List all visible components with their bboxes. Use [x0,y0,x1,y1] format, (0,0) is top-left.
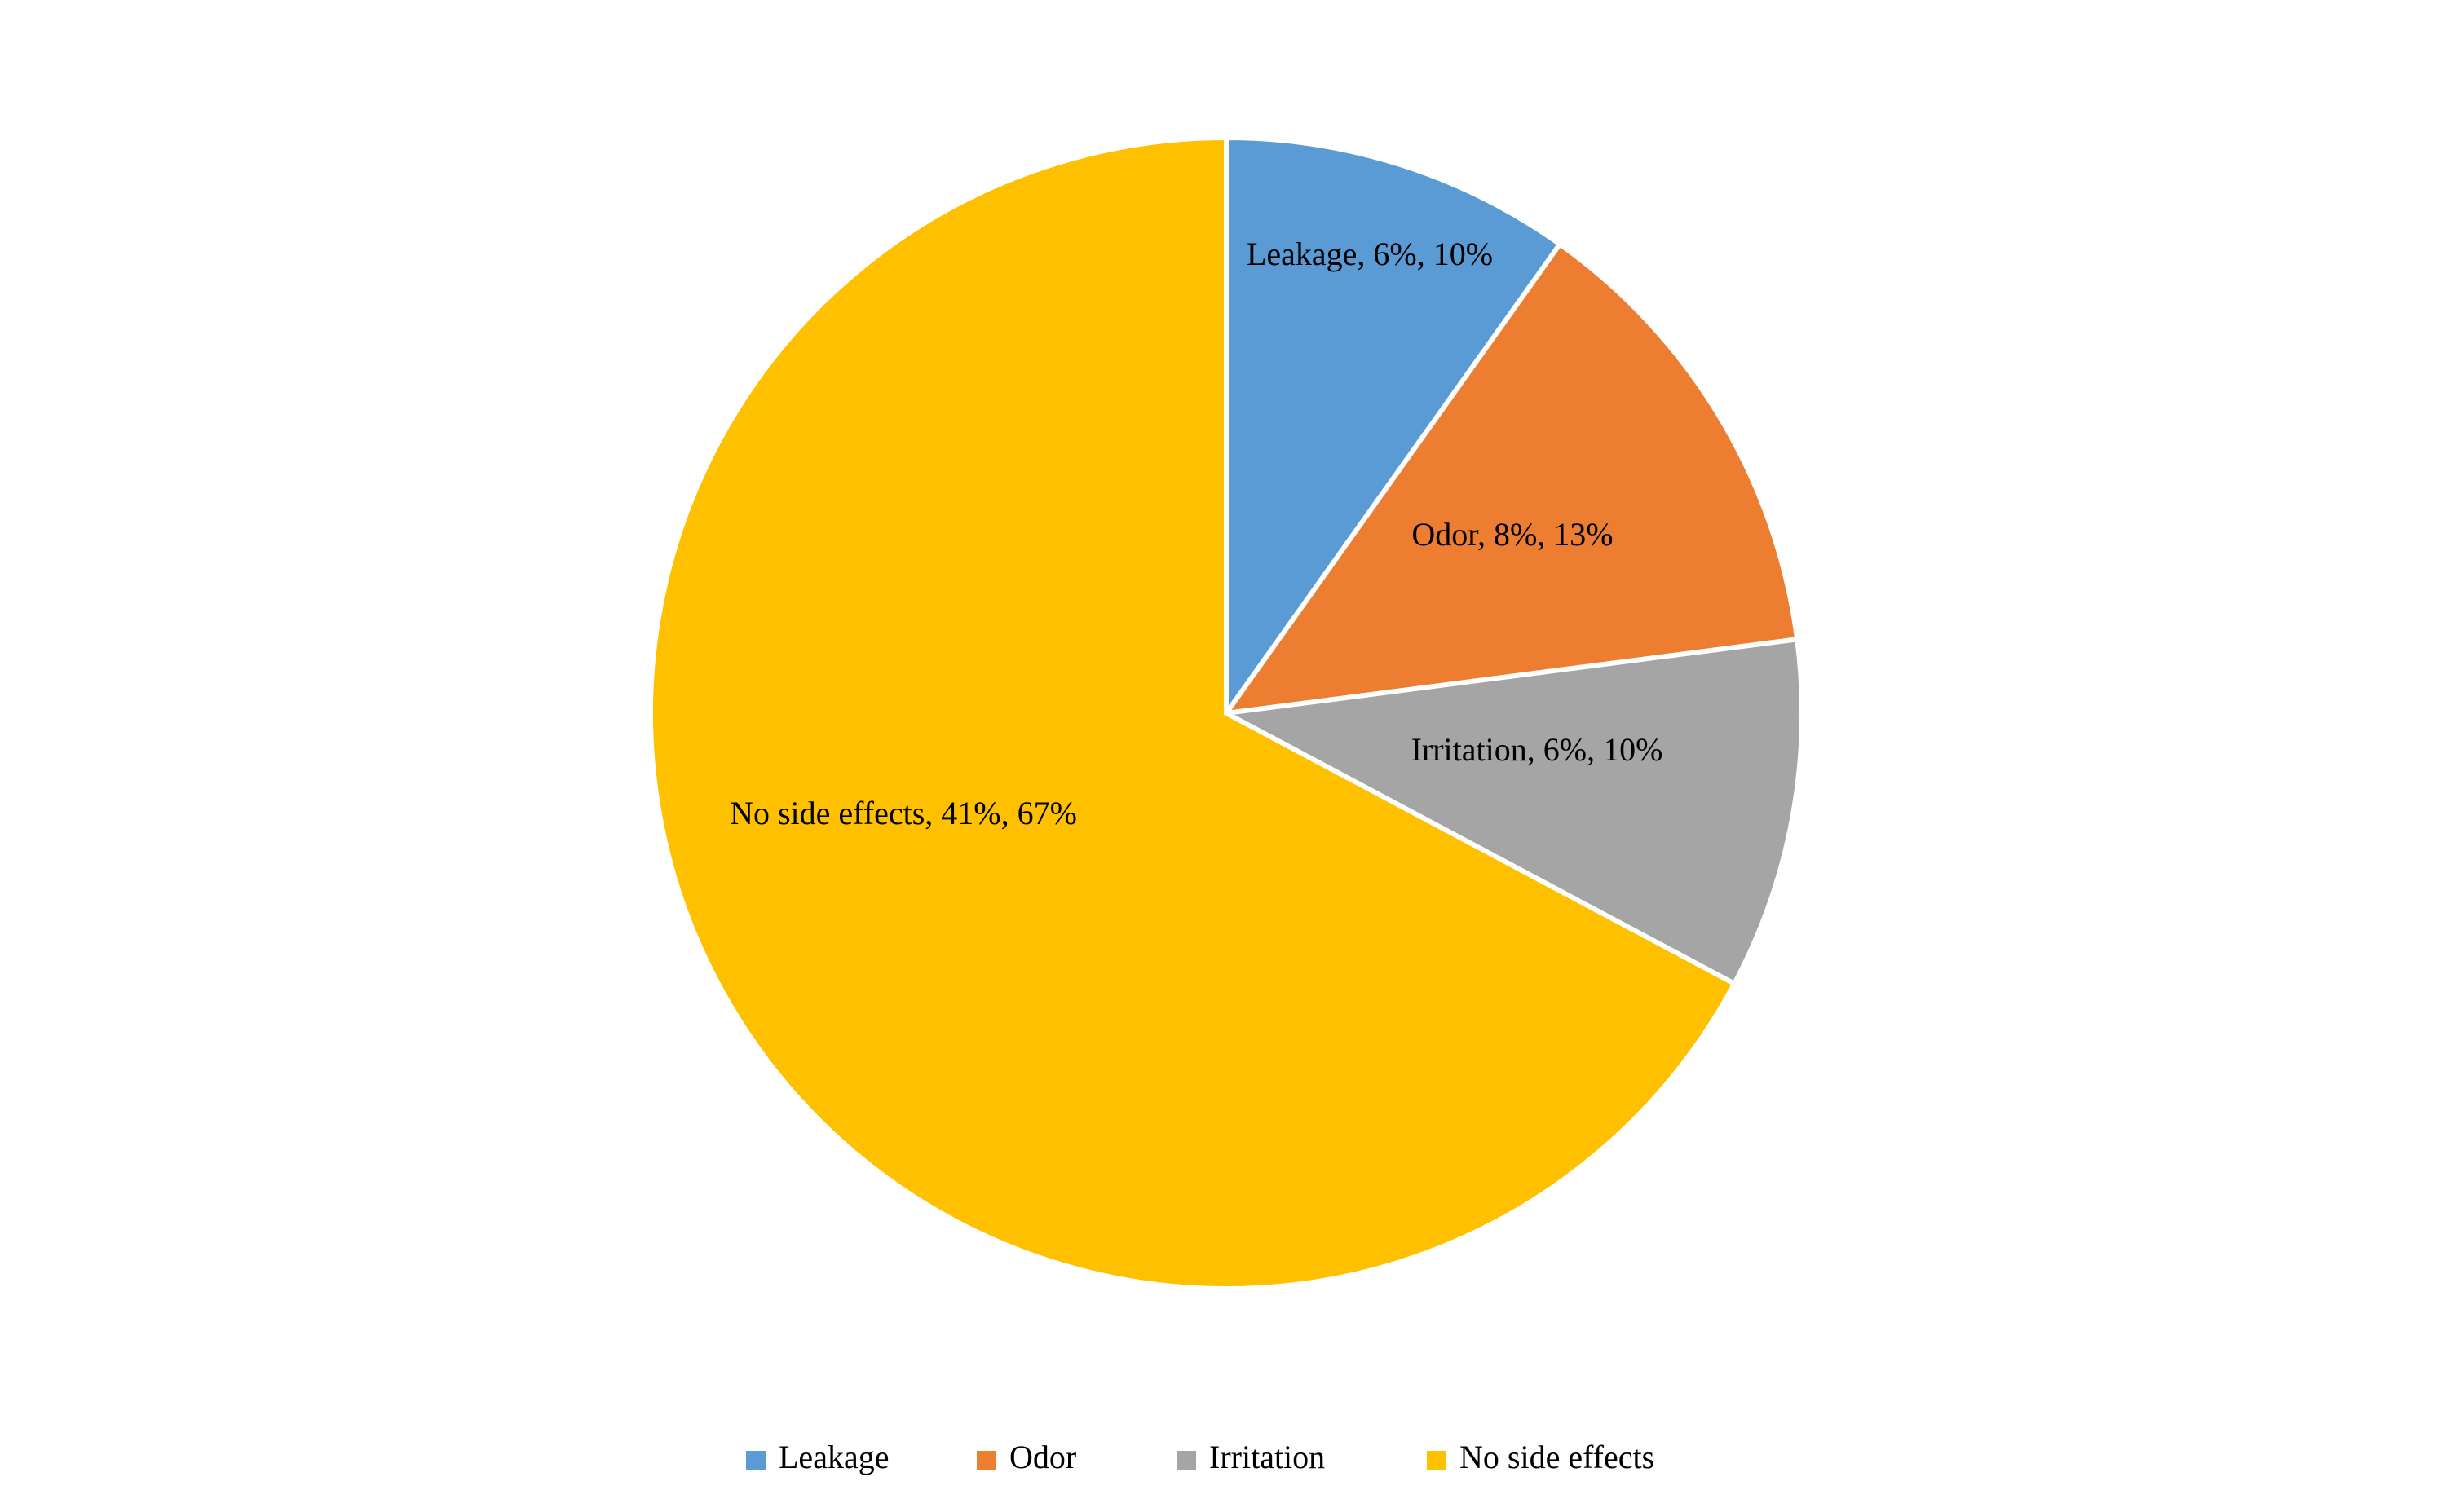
legend-label: No side effects [1459,1439,1654,1475]
pie-slice [1224,134,1564,721]
legend-label: Irritation [1209,1439,1325,1475]
data-label: Odor, 8%, 13% [1411,516,1613,553]
data-label: No side effects, 41%, 67% [730,795,1077,831]
data-label: Leakage, 6%, 10% [1247,236,1493,272]
legend-swatch [977,1451,996,1470]
legend-swatch [746,1451,766,1470]
legend-label: Odor [1009,1439,1076,1475]
pie-slice [1221,240,1800,716]
legend-swatch [1427,1451,1446,1470]
legend-label: Leakage [779,1439,889,1475]
pie-slice [1218,636,1804,987]
legend-swatch [1177,1451,1196,1470]
pie-slice [648,134,1738,1291]
data-label: Irritation, 6%, 10% [1411,731,1663,768]
